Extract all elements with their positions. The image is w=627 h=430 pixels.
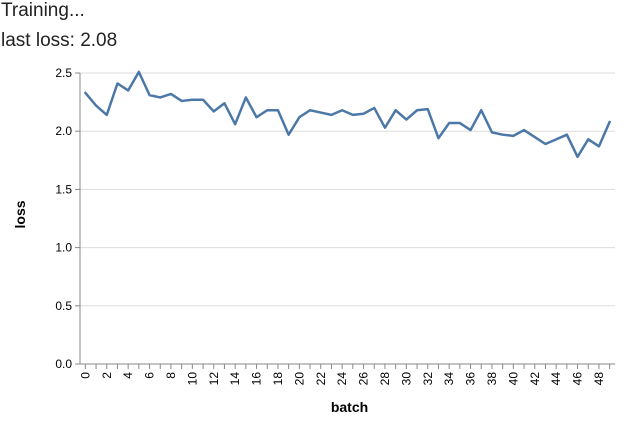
loss-data-point: [340, 108, 344, 112]
loss-data-point: [586, 137, 590, 141]
loss-data-point: [137, 70, 141, 74]
x-tick-label: 22: [314, 372, 328, 386]
x-tick-label: 2: [100, 372, 114, 379]
x-tick-label: 10: [185, 372, 199, 386]
y-tick-label: 1.0: [55, 241, 72, 255]
y-tick-label: 2.5: [55, 66, 72, 80]
loss-data-point: [511, 134, 515, 138]
loss-data-point: [265, 108, 269, 112]
grid-lines: [80, 72, 615, 365]
loss-data-point: [297, 115, 301, 119]
loss-data-point: [169, 92, 173, 96]
x-tick-label: 18: [271, 372, 285, 386]
loss-data-point: [447, 121, 451, 125]
loss-data-point: [83, 91, 87, 95]
x-tick-label: 38: [485, 372, 499, 386]
loss-data-point: [308, 108, 312, 112]
axis-labels: 0.00.51.01.52.02.50 2 4 6 8 10 12 14 16 18 20 22 24 2…: [12, 66, 606, 415]
x-tick-label: 14: [228, 372, 242, 386]
last-loss-label: last loss:: [1, 30, 75, 51]
x-tick-label: 8: [164, 372, 178, 379]
loss-data-point: [319, 111, 323, 115]
loss-data-point: [158, 95, 162, 99]
loss-series-line: [84, 70, 611, 159]
loss-data-point: [436, 136, 440, 140]
x-tick-label: 26: [357, 372, 371, 386]
training-status-text: Training...: [1, 0, 85, 21]
x-tick-label: 48: [592, 372, 606, 386]
loss-data-point: [329, 113, 333, 117]
loss-data-point: [404, 118, 408, 122]
loss-data-point: [201, 98, 205, 102]
x-tick-label: 30: [399, 372, 413, 386]
loss-data-point: [479, 108, 483, 112]
loss-data-point: [490, 130, 494, 134]
loss-data-point: [372, 106, 376, 110]
loss-data-point: [543, 142, 547, 146]
loss-data-point: [351, 113, 355, 117]
x-tick-label: 4: [121, 372, 135, 379]
y-tick-label: 0.0: [55, 357, 72, 371]
loss-data-point: [94, 104, 98, 108]
loss-data-point: [126, 88, 130, 92]
loss-data-point: [522, 128, 526, 132]
loss-data-point: [501, 133, 505, 137]
x-tick-label: 36: [464, 372, 478, 386]
loss-data-point: [233, 122, 237, 126]
x-tick-label: 46: [571, 372, 585, 386]
loss-data-point: [255, 115, 259, 119]
y-tick-label: 0.5: [55, 299, 72, 313]
loss-data-point: [383, 126, 387, 130]
loss-data-point: [287, 133, 291, 137]
loss-data-point: [597, 144, 601, 148]
loss-data-point: [180, 99, 184, 103]
loss-data-point: [554, 137, 558, 141]
loss-data-point: [415, 108, 419, 112]
loss-data-point: [212, 109, 216, 113]
x-tick-label: 32: [421, 372, 435, 386]
x-tick-label: 20: [292, 372, 306, 386]
last-loss-line: last loss: 2.08: [1, 30, 117, 52]
x-tick-label: 6: [143, 372, 157, 379]
x-tick-label: 44: [549, 372, 563, 386]
loss-data-point: [426, 107, 430, 111]
y-tick-label: 1.5: [55, 182, 72, 196]
y-tick-label: 2.0: [55, 124, 72, 138]
x-tick-label: 28: [378, 372, 392, 386]
y-axis-title: loss: [12, 200, 28, 228]
loss-data-point: [458, 121, 462, 125]
loss-data-point: [222, 101, 226, 105]
x-tick-label: 34: [442, 372, 456, 386]
loss-data-point: [105, 113, 109, 117]
loss-data-point: [533, 135, 537, 139]
loss-data-point: [190, 98, 194, 102]
loss-data-point: [362, 112, 366, 116]
loss-data-point: [276, 108, 280, 112]
x-tick-label: 16: [250, 372, 264, 386]
x-tick-label: 24: [335, 372, 349, 386]
x-tick-label: 42: [528, 372, 542, 386]
x-tick-label: 0: [78, 372, 92, 379]
last-loss-value: 2.08: [80, 30, 118, 51]
loss-data-point: [244, 95, 248, 99]
loss-data-point: [469, 128, 473, 132]
loss-data-point: [565, 133, 569, 137]
x-axis-title: batch: [331, 399, 368, 415]
loss-data-point: [394, 108, 398, 112]
loss-data-point: [608, 120, 612, 124]
x-tick-label: 12: [207, 372, 221, 386]
loss-data-point: [148, 93, 152, 97]
series-layer: [83, 70, 612, 159]
loss-data-point: [115, 81, 119, 85]
loss-data-point: [576, 155, 580, 159]
axes: [75, 72, 615, 369]
x-tick-label: 40: [506, 372, 520, 386]
